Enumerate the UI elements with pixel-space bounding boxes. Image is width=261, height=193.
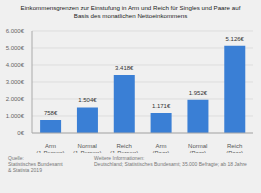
svg-text:Reich(Paar): Reich(Paar) — [226, 143, 243, 153]
svg-text:1.504€: 1.504€ — [78, 97, 97, 103]
html-text:Weitere Informationen:: Weitere Informationen: — [94, 155, 145, 161]
svg-text:1.952€: 1.952€ — [189, 90, 208, 96]
svg-text:Arm(Paar): Arm(Paar) — [153, 143, 170, 153]
html-text:& Statista 2019: & Statista 2019 — [8, 167, 42, 173]
svg-text:Normal(1-Person): Normal(1-Person) — [73, 143, 101, 153]
svg-text:1.000€: 1.000€ — [8, 113, 25, 119]
svg-text:2.000€: 2.000€ — [8, 96, 25, 102]
html-text:Quelle:: Quelle: — [8, 155, 24, 161]
svg-text:Reich(1-Person): Reich(1-Person) — [110, 143, 138, 153]
svg-text:3.000€: 3.000€ — [8, 79, 25, 85]
html-text:Deutschland; Statistisches Bun: Deutschland; Statistisches Bundesamt; 35… — [94, 161, 247, 167]
svg-text:758€: 758€ — [44, 110, 58, 116]
svg-text:5.000€: 5.000€ — [8, 45, 25, 51]
svg-text:3.418€: 3.418€ — [115, 65, 134, 71]
html-text:Basis des monatlichen Nettoein: Basis des monatlichen Nettoeinkommens — [73, 11, 188, 19]
svg-text:5.126€: 5.126€ — [226, 36, 245, 42]
svg-text:Arm(1-Person): Arm(1-Person) — [36, 143, 64, 153]
html-text:Einkommensgrenzen zur Einstufu: Einkommensgrenzen zur Einstufung in Arm … — [20, 4, 241, 11]
svg-text:6.000€: 6.000€ — [8, 28, 25, 34]
svg-text:0€: 0€ — [17, 130, 24, 136]
svg-text:Normal(Paar): Normal(Paar) — [188, 143, 207, 153]
svg-text:1.171€: 1.171€ — [152, 103, 171, 109]
html-text:Statistisches Bundesamt: Statistisches Bundesamt — [8, 161, 63, 167]
svg-text:4.000€: 4.000€ — [8, 62, 25, 68]
